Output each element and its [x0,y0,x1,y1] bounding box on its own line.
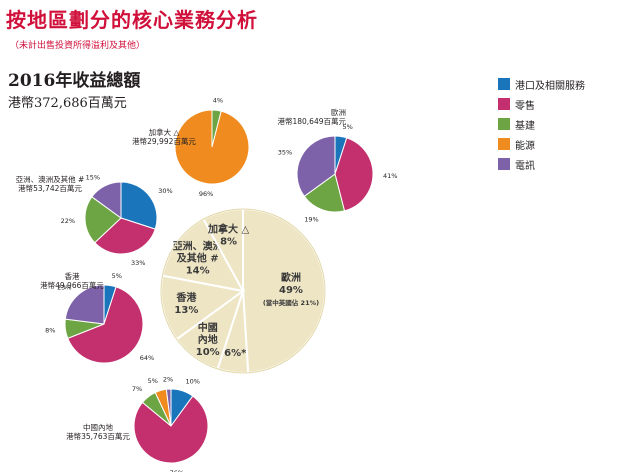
legend-swatch [498,158,510,170]
pie-slice [120,181,158,230]
pie-slice [174,109,250,185]
slice-label: 2% [163,375,173,383]
legend-label: 港口及相關服務 [515,80,585,92]
slice-label: 5% [343,123,353,131]
slice-label: 5% [148,377,158,385]
slice-label: 中國內地 10% [196,321,220,358]
pie-slice [84,196,122,244]
pie-title: 亞洲、澳洲及其他 #港幣53,742百萬元 [16,174,85,193]
pie-slice [133,395,209,464]
legend-swatch [498,98,510,110]
legend-item-infrastructure: 基建 [498,114,585,134]
pie-slice [94,217,156,255]
legend-swatch [498,118,510,130]
pie-slice [303,173,346,213]
page-title: 按地區劃分的核心業務分析 [6,8,258,32]
pie-title: 香港港幣49,966百萬元 [40,271,104,290]
slice-label: 加拿大 △ 8% [207,222,249,247]
slice-label: 96% [199,190,213,198]
chart-legend: 港口及相關服務 零售 基建 能源 電訊 [498,74,585,174]
legend-swatch [498,78,510,90]
legend-item-telecom: 電訊 [498,154,585,174]
slice-label: 亞洲、澳洲及其他 #14% [173,240,223,277]
slice-label: 22% [61,217,75,225]
legend-swatch [498,138,510,150]
pie-title: 中國內地港幣35,763百萬元 [66,422,130,441]
pie-title: 歐洲港幣180,649百萬元 [277,107,346,126]
slice-label: 7% [132,385,142,393]
slice-label: 19% [304,215,318,223]
pie-slice [91,181,122,219]
total-revenue-value: 港幣372,686百萬元 [8,96,127,111]
legend-label: 電訊 [515,160,535,172]
slice-label: 76% [170,469,184,472]
pie-slice [67,286,144,364]
pie-slice [296,135,336,198]
slice-label: 15% [86,173,100,181]
page-subtitle: （未計出售投資所得溢利及其他） [10,41,146,51]
pie-slice [165,388,172,427]
slice-label: 35% [278,149,292,157]
slice-label: 33% [131,259,145,267]
slice-label: 8% [45,326,55,334]
legend-label: 能源 [515,140,535,152]
slice-label: 30% [158,187,172,195]
slice-label: 4% [213,97,223,105]
slice-label: 香港 13% [174,291,198,316]
total-revenue-title: 2016年收益總額 [8,71,141,91]
pie-outline [160,208,326,374]
slice-label: 41% [383,172,397,180]
slice-label: 64% [140,354,154,362]
slice-label: 5% [112,272,122,280]
slice-label: 10% [186,378,200,386]
pie-slice [334,137,374,212]
slice-label: 23% [57,284,71,292]
pie-title: 加拿大 △港幣29,992百萬元 [132,127,196,146]
legend-label: 零售 [515,100,535,112]
legend-item-energy: 能源 [498,134,585,154]
pie-slice [64,284,105,325]
legend-item-retail: 零售 [498,94,585,114]
slice-label: 歐洲 49% (當中英國佔 21%) [263,271,319,307]
legend-item-port: 港口及相關服務 [498,74,585,94]
legend-label: 基建 [515,120,535,132]
slice-label: 6%* [224,348,247,359]
